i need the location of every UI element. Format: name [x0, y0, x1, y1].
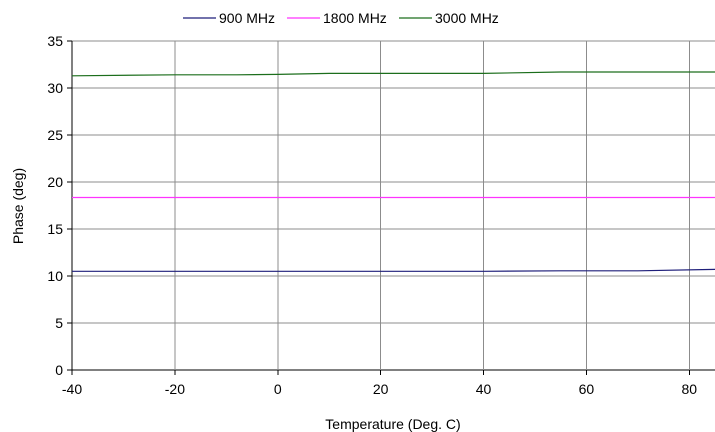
x-tick-label: -20	[165, 381, 185, 397]
y-tick-label: 35	[47, 33, 63, 49]
chart-legend: 900 MHz 1800 MHz 3000 MHz	[183, 10, 499, 26]
y-tick-label: 25	[47, 127, 63, 143]
y-tick-label: 0	[55, 362, 63, 378]
series-line-3000-mhz	[71, 71, 715, 77]
y-axis-ticks: 0 5 10 15 20 25 30 35	[47, 33, 63, 378]
y-tick-label: 30	[47, 80, 63, 96]
series-line-900-mhz	[72, 268, 715, 272]
x-axis-ticks: -40 -20 0 20 40 60 80	[62, 381, 697, 397]
x-tick-label: 60	[579, 381, 595, 397]
legend-label: 1800 MHz	[323, 10, 387, 26]
chart-grid	[67, 40, 715, 375]
plot-area	[72, 41, 715, 370]
x-tick-label: 20	[373, 381, 389, 397]
y-tick-label: 10	[47, 268, 63, 284]
x-tick-label: 40	[476, 381, 492, 397]
chart-series	[71, 71, 715, 272]
y-tick-label: 20	[47, 174, 63, 190]
x-tick-label: 0	[274, 381, 282, 397]
y-axis-title: Phase (deg)	[10, 168, 26, 244]
legend-label: 900 MHz	[219, 10, 275, 26]
x-tick-label: -40	[62, 381, 82, 397]
legend-label: 3000 MHz	[435, 10, 499, 26]
x-tick-label: 80	[681, 381, 697, 397]
plot-background	[72, 41, 715, 370]
y-tick-label: 5	[55, 315, 63, 331]
x-axis-title: Temperature (Deg. C)	[325, 416, 460, 432]
y-tick-label: 15	[47, 221, 63, 237]
